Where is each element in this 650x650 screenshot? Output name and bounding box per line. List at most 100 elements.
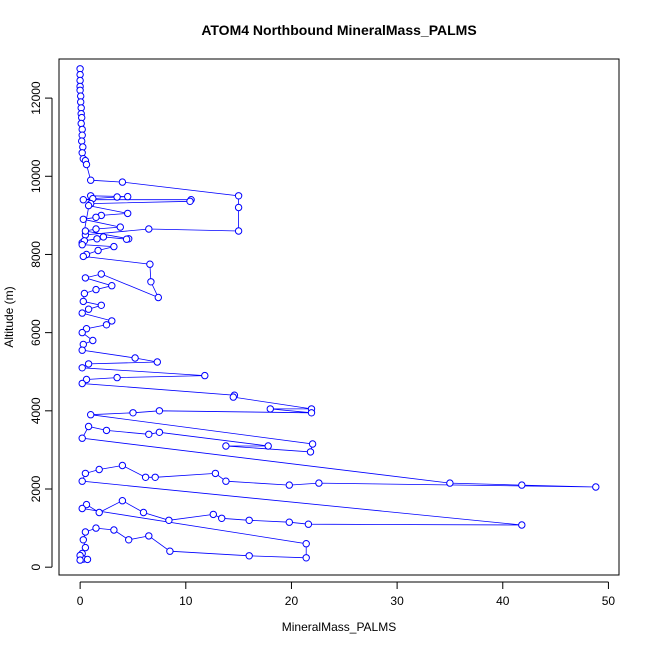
data-point bbox=[81, 528, 90, 536]
data-point bbox=[118, 178, 127, 186]
series-group bbox=[76, 65, 600, 564]
data-point bbox=[93, 235, 101, 243]
x-tick-label: 30 bbox=[390, 594, 404, 608]
data-point bbox=[99, 233, 108, 241]
data-point bbox=[125, 536, 133, 544]
data-point bbox=[147, 278, 155, 286]
data-point bbox=[304, 520, 313, 528]
data-point bbox=[222, 477, 230, 485]
data-point bbox=[285, 518, 293, 526]
data-point bbox=[97, 270, 106, 278]
y-tick-label: 2000 bbox=[29, 475, 43, 502]
data-point bbox=[151, 473, 159, 481]
x-axis: 0 10 20 30 40 50 bbox=[77, 581, 616, 608]
x-tick-label: 10 bbox=[179, 594, 193, 608]
data-point bbox=[94, 246, 102, 255]
data-point bbox=[118, 461, 127, 470]
data-point bbox=[82, 160, 91, 169]
data-point bbox=[124, 192, 132, 201]
data-point bbox=[141, 473, 150, 481]
data-point bbox=[92, 225, 100, 233]
data-point bbox=[108, 317, 116, 325]
data-point bbox=[78, 241, 86, 249]
data-point bbox=[79, 215, 88, 224]
data-point bbox=[108, 282, 116, 290]
chart-title: ATOM4 Northbound MineralMass_PALMS bbox=[201, 22, 476, 38]
y-tick-label: 6000 bbox=[29, 319, 43, 346]
x-tick-label: 0 bbox=[77, 594, 84, 608]
data-point bbox=[79, 196, 88, 204]
data-point bbox=[302, 540, 310, 548]
data-point bbox=[155, 428, 164, 436]
data-point bbox=[306, 448, 315, 456]
data-point bbox=[315, 479, 323, 487]
data-point bbox=[110, 242, 118, 251]
data-point bbox=[124, 209, 132, 218]
y-tick-label: 10000 bbox=[29, 159, 43, 193]
data-point bbox=[79, 252, 88, 261]
data-point bbox=[118, 497, 127, 505]
data-point bbox=[92, 213, 100, 222]
data-point bbox=[84, 201, 93, 210]
data-point bbox=[145, 225, 153, 233]
data-point bbox=[518, 521, 526, 529]
data-point bbox=[209, 510, 218, 519]
y-tick-label: 4000 bbox=[29, 397, 43, 424]
data-point bbox=[95, 508, 103, 517]
x-axis-label: MineralMass_PALMS bbox=[282, 620, 396, 634]
data-point bbox=[165, 516, 173, 524]
x-tick-label: 40 bbox=[496, 594, 510, 608]
y-axis-label: Altitude (m) bbox=[2, 286, 16, 347]
data-point bbox=[518, 481, 526, 489]
data-point bbox=[92, 285, 100, 294]
data-point bbox=[95, 465, 103, 474]
x-tick-label: 50 bbox=[602, 594, 616, 608]
data-point bbox=[131, 354, 139, 362]
data-point bbox=[201, 371, 209, 380]
data-point bbox=[446, 479, 454, 487]
data-point bbox=[218, 514, 226, 522]
data-point bbox=[155, 407, 164, 415]
data-point bbox=[145, 430, 153, 438]
y-tick-label: 12000 bbox=[29, 81, 43, 115]
data-point bbox=[78, 379, 86, 388]
y-axis: 0 2000 4000 6000 8000 10000 12000 bbox=[29, 81, 53, 571]
data-point bbox=[78, 364, 86, 372]
data-point bbox=[264, 442, 272, 450]
data-point bbox=[81, 227, 90, 235]
data-point bbox=[153, 358, 162, 366]
data-point bbox=[229, 393, 238, 401]
data-point bbox=[146, 260, 154, 268]
data-point bbox=[78, 328, 86, 337]
data-point bbox=[102, 321, 111, 329]
data-point bbox=[266, 405, 274, 413]
data-point bbox=[97, 301, 106, 309]
data-point bbox=[234, 227, 243, 235]
data-point bbox=[78, 137, 86, 145]
plot-frame bbox=[58, 58, 620, 576]
data-point bbox=[80, 289, 89, 298]
x-tick-label: 20 bbox=[285, 594, 299, 608]
data-point bbox=[592, 483, 600, 491]
data-point bbox=[116, 223, 125, 231]
data-point bbox=[122, 235, 131, 243]
y-tick-label: 0 bbox=[29, 564, 43, 571]
data-point bbox=[145, 532, 153, 540]
data-point bbox=[84, 422, 93, 431]
data-point bbox=[87, 411, 95, 419]
data-point bbox=[78, 477, 86, 485]
data-point bbox=[166, 547, 174, 555]
data-point bbox=[89, 336, 97, 345]
data-point bbox=[81, 469, 90, 478]
data-point bbox=[307, 409, 316, 417]
data-point bbox=[222, 442, 230, 450]
y-tick-label: 8000 bbox=[29, 241, 43, 268]
data-point bbox=[129, 409, 137, 417]
data-point bbox=[78, 504, 86, 513]
data-point bbox=[113, 373, 121, 382]
data-point bbox=[81, 274, 90, 282]
data-point bbox=[84, 360, 93, 368]
data-point bbox=[79, 340, 88, 349]
data-point bbox=[113, 193, 121, 201]
